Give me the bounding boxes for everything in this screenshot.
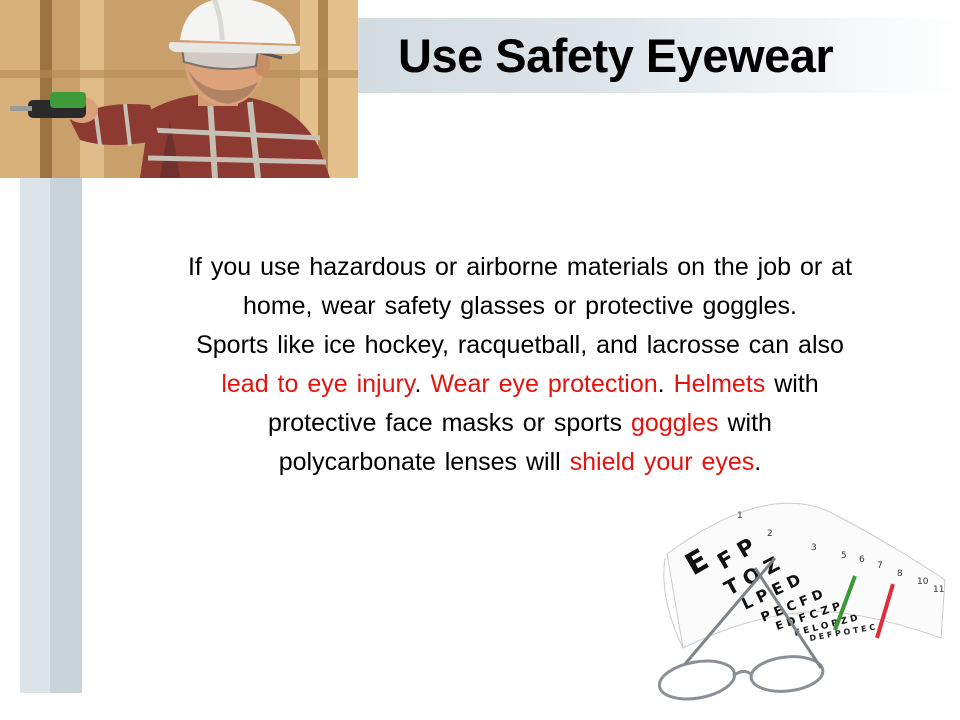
svg-text:7: 7 [877, 561, 883, 571]
paragraph-sports-protection: Sports like ice hockey, racquetball, and… [100, 326, 940, 482]
highlight-lead-to-eye-injury: lead to eye injury [221, 370, 415, 398]
title-band [355, 18, 960, 93]
svg-text:5: 5 [841, 551, 847, 561]
paragraph2-line1: Sports like ice hockey, racquetball, and… [196, 331, 844, 359]
text-polycarbonate-lenses: polycarbonate lenses will [278, 448, 570, 476]
svg-text:8: 8 [897, 569, 903, 579]
worker-photo [0, 0, 358, 178]
eye-chart-with-glasses-image: E F P T O Z L P E D P E C F D E D F C Z … [645, 488, 950, 708]
svg-text:2: 2 [767, 529, 773, 539]
svg-text:10: 10 [917, 577, 929, 587]
punct-1: . [414, 370, 431, 398]
highlight-shield-your-eyes: shield your eyes [569, 448, 755, 476]
paragraph1-line2: home, wear safety glasses or protective … [243, 292, 797, 320]
text-with-2: with [718, 409, 772, 437]
slide-title: Use Safety Eyewear [398, 29, 834, 82]
highlight-helmets: Helmets [673, 370, 766, 398]
highlight-wear-eye-protection: Wear eye protection [430, 370, 658, 398]
text-with: with [765, 370, 819, 398]
svg-text:1: 1 [737, 511, 743, 521]
punct-2: . [657, 370, 674, 398]
highlight-goggles: goggles [630, 409, 719, 437]
sidebar-stripe-dark [50, 178, 82, 693]
text-protective-face-masks: protective face masks or sports [268, 409, 631, 437]
svg-text:11: 11 [933, 585, 944, 595]
paragraph1-line1: If you use hazardous or airborne materia… [187, 253, 853, 281]
paragraph-eyewear-at-work: If you use hazardous or airborne materia… [100, 248, 940, 326]
svg-text:3: 3 [811, 543, 817, 553]
body-text: If you use hazardous or airborne materia… [100, 248, 940, 482]
svg-text:6: 6 [859, 555, 865, 565]
punct-end: . [754, 448, 762, 476]
